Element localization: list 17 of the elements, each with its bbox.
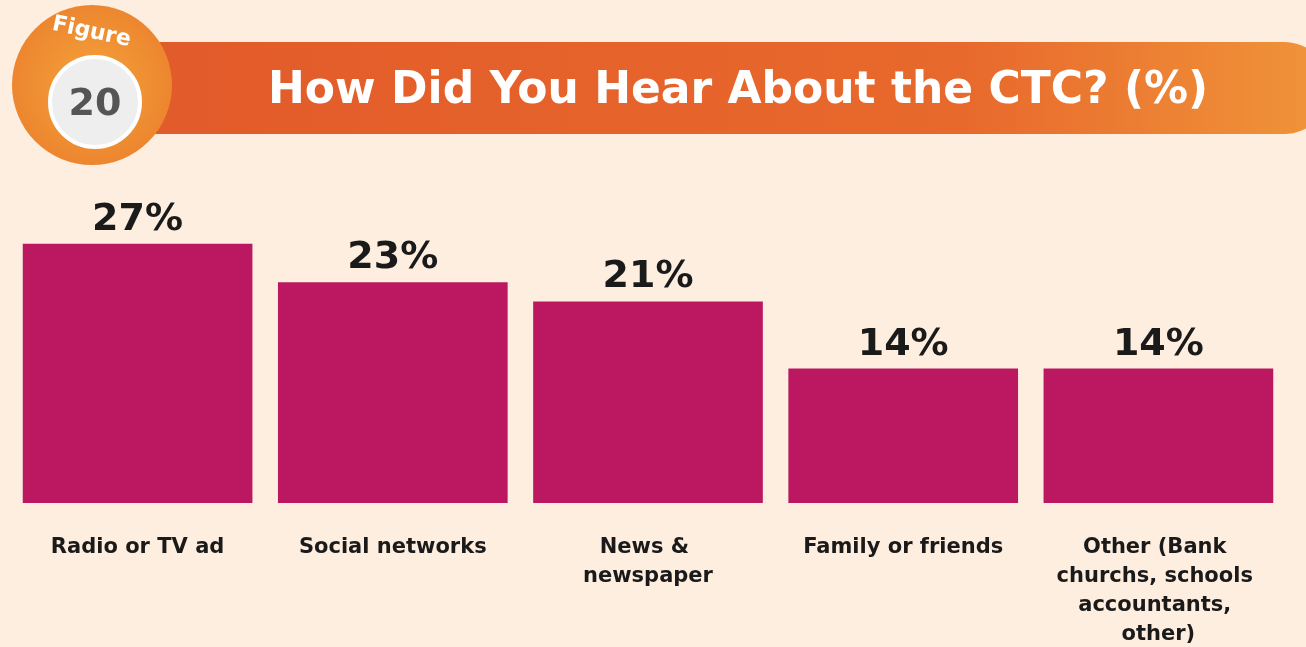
data-label: 23%: [347, 233, 439, 278]
x-tick-label: Other (Bank churchs, schools accountants, other): [1056, 533, 1261, 645]
data-label: 14%: [1112, 319, 1204, 364]
x-tick-label: Family or friends: [803, 533, 1004, 558]
bar: [1043, 368, 1274, 503]
bar: [22, 243, 253, 503]
data-label: 21%: [602, 252, 694, 297]
bar: [277, 282, 508, 503]
x-tick-label: Social networks: [298, 533, 487, 558]
data-label: 14%: [857, 319, 949, 364]
x-tick-label: Radio or TV ad: [50, 533, 225, 558]
bar: [788, 368, 1019, 503]
bar: [533, 301, 763, 503]
chart-title: How Did You Hear About the CTC? (%): [268, 61, 1209, 115]
x-tick-label: News & newspaper: [583, 533, 714, 587]
text: Figure: [50, 9, 134, 52]
data-label: 27%: [92, 194, 184, 239]
